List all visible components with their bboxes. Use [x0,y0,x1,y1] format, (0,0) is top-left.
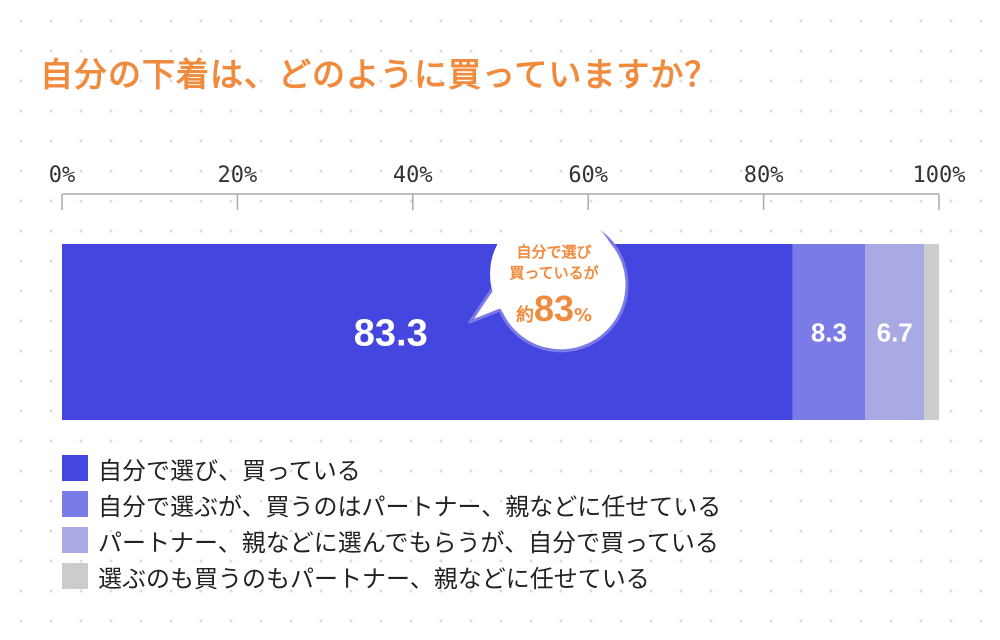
legend-item: 自分で選ぶが、買うのはパートナー、親などに任せている [62,486,721,522]
legend-label: 自分で選ぶが、買うのはパートナー、親などに任せている [98,492,722,521]
chart-title: 自分の下着は、どのように買っていますか？ [40,55,719,94]
legend-swatch [62,527,88,553]
x-tick-label: 40% [393,163,433,188]
x-axis: 0% 20% 40% 60% 80% 100% [49,163,966,210]
x-tick-label: 80% [744,163,784,188]
callout-line2: 買っているが [509,264,599,282]
legend-item: 自分で選び、買っている [62,450,721,486]
callout-bubble: 自分で選び 買っているが 約83% [468,210,629,353]
legend: 自分で選び、買っている自分で選ぶが、買うのはパートナー、親などに任せている パート… [62,450,721,594]
callout-value: 83 [534,288,574,329]
legend-label: パートナー、親などに選んでもらうが、自分で買っている [98,528,719,557]
bar-value-label: 6.7 [877,317,913,347]
callout-unit: % [574,305,592,326]
bar-segments: 83.3 8.3 6.7 [62,244,939,420]
x-tick-label: 100% [913,163,966,188]
bar-segment [924,244,939,420]
bar-segment [62,244,793,420]
callout-value-line: 約83% [516,288,592,329]
bar-segment [865,244,925,420]
legend-swatch [62,455,88,481]
bar-value-label: 83.3 [354,313,428,355]
legend-swatch [62,563,88,589]
legend-item: パートナー、親などに選んでもらうが、自分で買っている [62,522,721,558]
legend-item: 選ぶのも買うのもパートナー、親などに任せている [62,558,721,594]
x-tick-label: 0% [49,163,76,188]
x-tick-label: 20% [218,163,258,188]
legend-label: 選ぶのも買うのもパートナー、親などに任せている [98,564,650,593]
callout-prefix: 約 [516,304,534,326]
legend-label: 自分で選び、買っている [98,456,361,485]
bar-value-label: 8.3 [811,317,847,347]
x-tick-label: 60% [568,163,608,188]
bar-segment [792,244,866,420]
callout-line1: 自分で選び [516,243,591,261]
legend-swatch [62,491,88,517]
